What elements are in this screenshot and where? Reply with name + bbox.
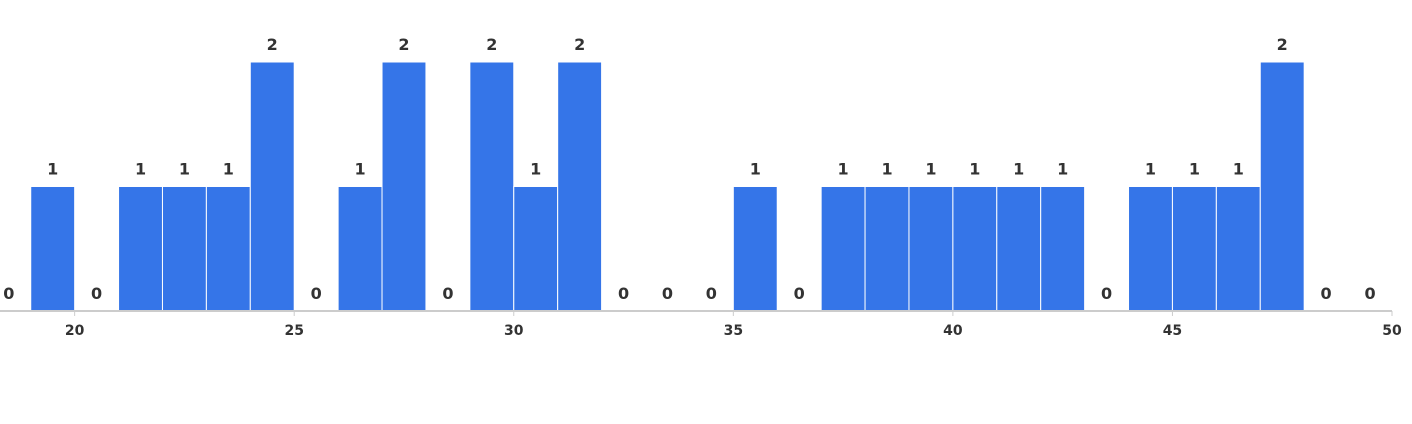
- data-label-24: 2: [267, 35, 278, 54]
- data-label-39: 1: [925, 160, 936, 179]
- bar-22: [161, 186, 207, 312]
- bar-19: [30, 186, 76, 312]
- bar-30: [513, 186, 559, 312]
- data-label-46: 1: [1233, 160, 1244, 179]
- data-label-40: 1: [969, 160, 980, 179]
- data-label-38: 1: [881, 160, 892, 179]
- bar-47: [1259, 61, 1305, 312]
- bar-44: [1128, 186, 1173, 312]
- data-label-47: 2: [1277, 35, 1288, 54]
- bar-23: [205, 186, 251, 312]
- data-label-49: 0: [1364, 284, 1375, 303]
- tick-label-30: 30: [504, 323, 524, 339]
- tick-label-45: 45: [1163, 323, 1182, 339]
- data-label-32: 0: [618, 284, 629, 303]
- data-label-45: 1: [1189, 160, 1200, 179]
- data-label-41: 1: [1013, 160, 1024, 179]
- tick-label-25: 25: [284, 323, 303, 339]
- bar-38: [864, 186, 910, 312]
- bar-29: [469, 61, 515, 312]
- tick-label-20: 20: [65, 323, 85, 339]
- bar-31: [557, 61, 603, 312]
- bar-46: [1215, 186, 1261, 312]
- data-label-23: 1: [223, 160, 234, 179]
- data-label-48: 0: [1321, 284, 1332, 303]
- data-label-25: 0: [311, 284, 322, 303]
- tick-label-50: 50: [1382, 323, 1402, 339]
- bar-21: [118, 186, 163, 312]
- bar-45: [1171, 186, 1217, 312]
- bar-37: [820, 186, 866, 312]
- bar-27: [381, 61, 427, 312]
- bar-24: [249, 61, 295, 312]
- data-label-36: 0: [794, 284, 805, 303]
- data-label-26: 1: [355, 160, 366, 179]
- bars-group: [30, 61, 1305, 312]
- data-label-44: 1: [1145, 160, 1156, 179]
- data-label-33: 0: [662, 284, 673, 303]
- data-label-37: 1: [838, 160, 849, 179]
- data-label-43: 0: [1101, 284, 1112, 303]
- data-label-18: 0: [3, 284, 14, 303]
- bar-41: [996, 186, 1042, 312]
- data-label-31: 2: [574, 35, 585, 54]
- data-label-42: 1: [1057, 160, 1068, 179]
- x-axis-ticks-group: 20 25 30 35 40 45 50: [65, 311, 1402, 339]
- bar-35: [732, 186, 778, 312]
- bar-40: [952, 186, 998, 312]
- bar-42: [1040, 186, 1086, 312]
- data-label-30: 1: [530, 160, 541, 179]
- data-label-28: 0: [442, 284, 453, 303]
- bar-39: [908, 186, 954, 312]
- data-label-21: 1: [135, 160, 146, 179]
- data-label-29: 2: [486, 35, 497, 54]
- data-labels-group: 0 1 0 1 1 1 2 0 1 2 0 2 1 2 0 0 0 1 0 1 1 1 1 1 1 0 1 1 1 2 0 0: [3, 35, 1375, 303]
- data-label-34: 0: [706, 284, 717, 303]
- tick-label-40: 40: [943, 323, 963, 339]
- data-label-19: 1: [47, 160, 58, 179]
- data-label-20: 0: [91, 284, 102, 303]
- data-label-27: 2: [398, 35, 409, 54]
- data-label-35: 1: [750, 160, 761, 179]
- tick-label-35: 35: [724, 323, 743, 339]
- data-label-22: 1: [179, 160, 190, 179]
- bar-26: [337, 186, 383, 312]
